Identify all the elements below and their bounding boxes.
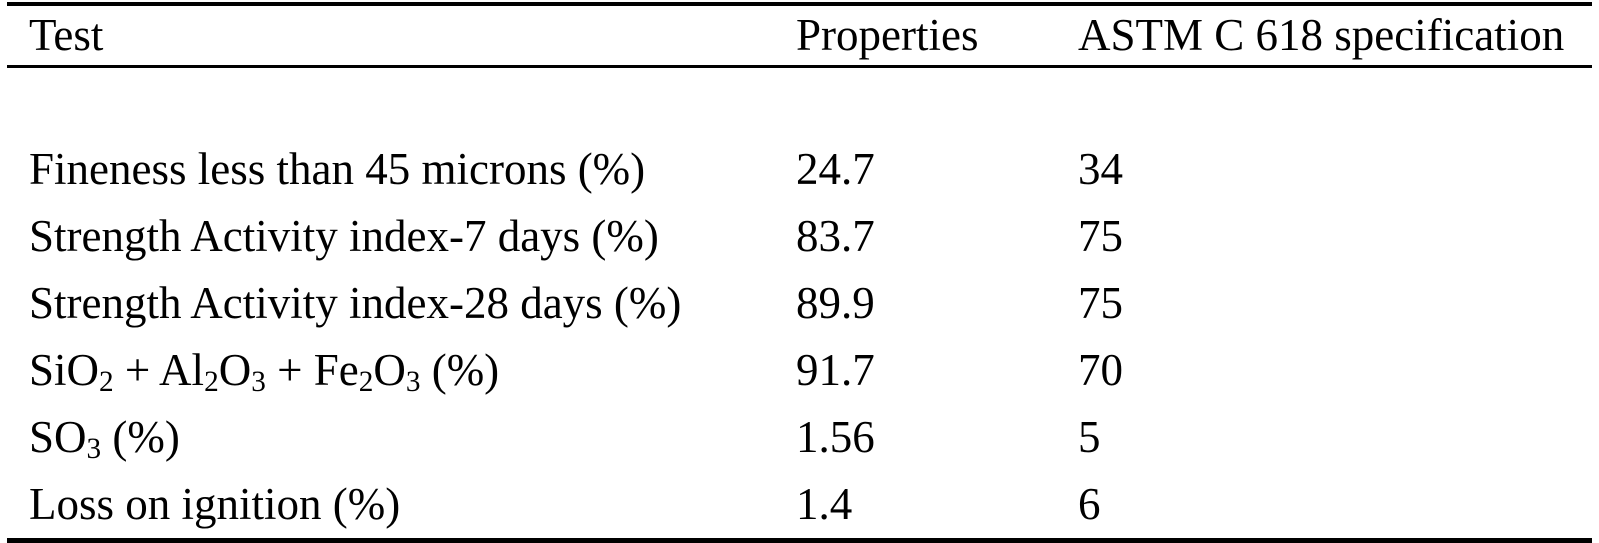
table-header-row: Test Properties ASTM C 618 specification <box>7 6 1592 65</box>
table-top-rule <box>7 2 1592 6</box>
text-segment: O <box>218 345 252 395</box>
subscript-text: 2 <box>204 366 219 399</box>
table-row: Fineness less than 45 microns (%) 24.7 3… <box>7 136 1592 203</box>
spec-value-cell: 34 <box>1078 144 1123 194</box>
subscript-text: 3 <box>405 366 421 399</box>
text-segment: SO <box>29 412 87 462</box>
text-segment: O <box>373 345 406 395</box>
subscript-text: 3 <box>251 366 266 399</box>
subscript-text: 2 <box>358 366 374 399</box>
column-header-properties: Properties <box>796 10 979 60</box>
table-row: SiO2 + Al2O3 + Fe2O3 (%) 91.7 70 <box>7 337 1592 404</box>
text-segment: (%) <box>101 412 180 462</box>
properties-table: Test Properties ASTM C 618 specification… <box>7 0 1592 543</box>
spec-value-cell: 75 <box>1078 211 1123 261</box>
text-segment: Loss on ignition (%) <box>29 479 401 529</box>
table-row: SO3 (%) 1.56 5 <box>7 404 1592 471</box>
table-body: Fineness less than 45 microns (%) 24.7 3… <box>7 136 1592 538</box>
header-body-gap <box>7 68 1592 136</box>
table-row: Strength Activity index-28 days (%) 89.9… <box>7 270 1592 337</box>
table-row: Loss on ignition (%) 1.4 6 <box>7 471 1592 538</box>
properties-value-cell: 24.7 <box>796 144 875 194</box>
spec-value-cell: 5 <box>1078 412 1101 462</box>
text-segment: SiO <box>29 345 100 395</box>
column-header-astm-specification: ASTM C 618 specification <box>1078 10 1565 60</box>
subscript-text: 2 <box>99 366 114 399</box>
test-cell: SiO2 + Al2O3 + Fe2O3 (%) <box>7 345 796 398</box>
spec-value-cell: 75 <box>1078 278 1123 328</box>
test-cell: Loss on ignition (%) <box>7 482 796 527</box>
table-row: Strength Activity index-7 days (%) 83.7 … <box>7 203 1592 270</box>
text-segment: + Fe <box>265 345 359 395</box>
test-cell: SO3 (%) <box>7 412 796 465</box>
test-cell: Strength Activity index-28 days (%) <box>7 281 796 326</box>
text-segment: + Al <box>113 345 205 395</box>
text-segment: Fineness less than 45 microns (%) <box>29 144 646 194</box>
text-segment: Strength Activity index-7 days (%) <box>29 211 659 261</box>
column-header-test: Test <box>29 10 104 60</box>
text-segment: (%) <box>420 345 500 395</box>
properties-value-cell: 89.9 <box>796 278 875 328</box>
properties-value-cell: 1.56 <box>796 412 875 462</box>
test-cell: Fineness less than 45 microns (%) <box>7 147 796 192</box>
table-bottom-rule <box>7 538 1592 543</box>
table-header-rule <box>7 65 1592 68</box>
subscript-text: 3 <box>86 433 102 466</box>
properties-value-cell: 83.7 <box>796 211 875 261</box>
properties-value-cell: 91.7 <box>796 345 875 395</box>
properties-value-cell: 1.4 <box>796 479 853 529</box>
spec-value-cell: 70 <box>1078 345 1123 395</box>
test-cell: Strength Activity index-7 days (%) <box>7 214 796 259</box>
spec-value-cell: 6 <box>1078 479 1101 529</box>
text-segment: Strength Activity index-28 days (%) <box>29 278 682 328</box>
